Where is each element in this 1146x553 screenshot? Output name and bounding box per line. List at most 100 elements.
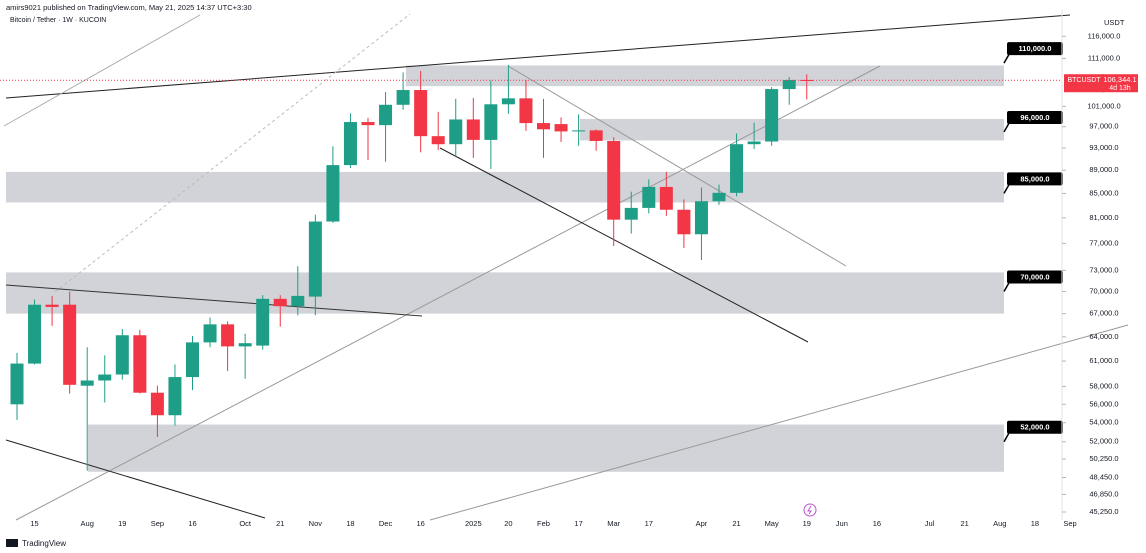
x-tick-label: Apr — [696, 519, 708, 528]
zone-label: 110,000.0 — [1019, 44, 1052, 53]
candle-body — [677, 209, 691, 235]
candle-body — [45, 304, 59, 307]
trendline — [5, 439, 266, 519]
candle-body — [747, 141, 761, 145]
candle-body — [712, 192, 726, 202]
zone — [580, 118, 1004, 141]
y-tick-label: 101,000.0 — [1087, 101, 1120, 110]
x-tick-label: Mar — [607, 519, 620, 528]
y-tick-label: 56,000.0 — [1089, 399, 1118, 408]
x-tick-label: 16 — [416, 519, 424, 528]
candle-body — [343, 122, 357, 166]
event-icon[interactable] — [803, 503, 817, 517]
trendlines — [3, 13, 1129, 521]
candle-body — [624, 207, 638, 220]
candle-body — [396, 90, 410, 105]
zone-label-box — [1007, 172, 1063, 186]
x-tick-label: 19 — [803, 519, 811, 528]
candle-body — [431, 136, 445, 145]
candle-body — [150, 392, 164, 416]
y-tick-label: 61,000.0 — [1089, 356, 1118, 365]
zone — [6, 272, 1004, 314]
x-tick-label: Nov — [309, 519, 323, 528]
y-tick-label: 73,000.0 — [1089, 265, 1118, 274]
event-icon-bolt — [807, 505, 812, 515]
trendline — [429, 324, 1129, 521]
candle-body — [28, 304, 42, 364]
y-tick-label: 54,000.0 — [1089, 418, 1118, 427]
candle-body — [115, 335, 129, 375]
candle-body — [466, 119, 480, 140]
zone-label: 96,000.0 — [1020, 113, 1049, 122]
candle-body — [361, 122, 375, 126]
candle-body — [238, 343, 252, 347]
candle-body — [642, 186, 656, 208]
x-tick-label: 16 — [188, 519, 196, 528]
y-unit: USDT — [1104, 18, 1125, 27]
y-tick-label: 116,000.0 — [1088, 31, 1121, 40]
candle-body — [221, 324, 235, 347]
candle-body — [730, 144, 744, 193]
x-tick-label: Jun — [836, 519, 848, 528]
x-tick-label: 15 — [30, 519, 38, 528]
trendline — [5, 284, 423, 317]
y-tick-label: 77,000.0 — [1089, 238, 1118, 247]
trendline — [15, 65, 881, 521]
candle-body — [501, 98, 515, 105]
candle-body — [607, 140, 621, 220]
candle-body — [589, 130, 603, 141]
x-tick-label: Oct — [239, 519, 252, 528]
candle-body — [694, 201, 708, 235]
last-price-countdown: 4d 13h — [1109, 85, 1131, 92]
trendline — [5, 14, 1071, 99]
y-tick-label: 111,000.0 — [1088, 54, 1120, 63]
zone-label: 52,000.0 — [1020, 423, 1049, 432]
x-tick-label: May — [765, 519, 779, 528]
x-tick-label: 21 — [961, 519, 969, 528]
candle-body — [572, 130, 586, 132]
candle-body — [800, 79, 814, 81]
candle-body — [765, 89, 779, 142]
zone — [406, 65, 1004, 87]
candle-body — [80, 380, 94, 386]
x-tick-label: 17 — [574, 519, 582, 528]
candle-body — [308, 221, 322, 297]
y-tick-label: 45,250.0 — [1089, 507, 1118, 516]
candle-body — [133, 335, 147, 393]
y-tick-label: 64,000.0 — [1089, 332, 1118, 341]
last-price-symbol: BTCUSDT — [1067, 77, 1101, 84]
y-tick-label: 58,000.0 — [1089, 382, 1118, 391]
y-tick-label: 48,450.0 — [1089, 472, 1118, 481]
x-tick-label: 17 — [645, 519, 653, 528]
candle-body — [554, 124, 568, 132]
x-tick-label: Aug — [993, 519, 1006, 528]
zone-label-box — [1007, 110, 1063, 124]
zone — [88, 424, 1004, 472]
y-tick-label: 89,000.0 — [1089, 165, 1118, 174]
logo-text: TradingView — [22, 539, 66, 548]
chart-title: Bitcoin / Tether · 1W · KUCOIN — [10, 17, 106, 24]
trendline — [439, 147, 809, 343]
x-tick-label: 21 — [732, 519, 740, 528]
candle-body — [782, 79, 796, 90]
trendline — [507, 65, 847, 267]
x-tick-label: Aug — [81, 519, 94, 528]
x-tick-label: 16 — [873, 519, 881, 528]
logo-mark — [6, 539, 18, 547]
last-price-tag — [1064, 74, 1104, 93]
x-tick-label: 18 — [1031, 519, 1039, 528]
candle-body — [291, 295, 305, 307]
x-tick-label: 19 — [118, 519, 126, 528]
zone-label-box — [1007, 42, 1063, 56]
zone-label: 70,000.0 — [1020, 273, 1049, 282]
candle-body — [379, 104, 393, 126]
candle-body — [168, 377, 182, 416]
y-tick-label: 67,000.0 — [1089, 309, 1118, 318]
y-tick-label: 46,850.0 — [1089, 489, 1118, 498]
x-tick-label: 20 — [504, 519, 512, 528]
x-tick-label: Sep — [151, 519, 164, 528]
zone-label: 85,000.0 — [1020, 174, 1049, 183]
logo: TradingView — [6, 539, 66, 548]
y-tick-label: 93,000.0 — [1089, 143, 1118, 152]
